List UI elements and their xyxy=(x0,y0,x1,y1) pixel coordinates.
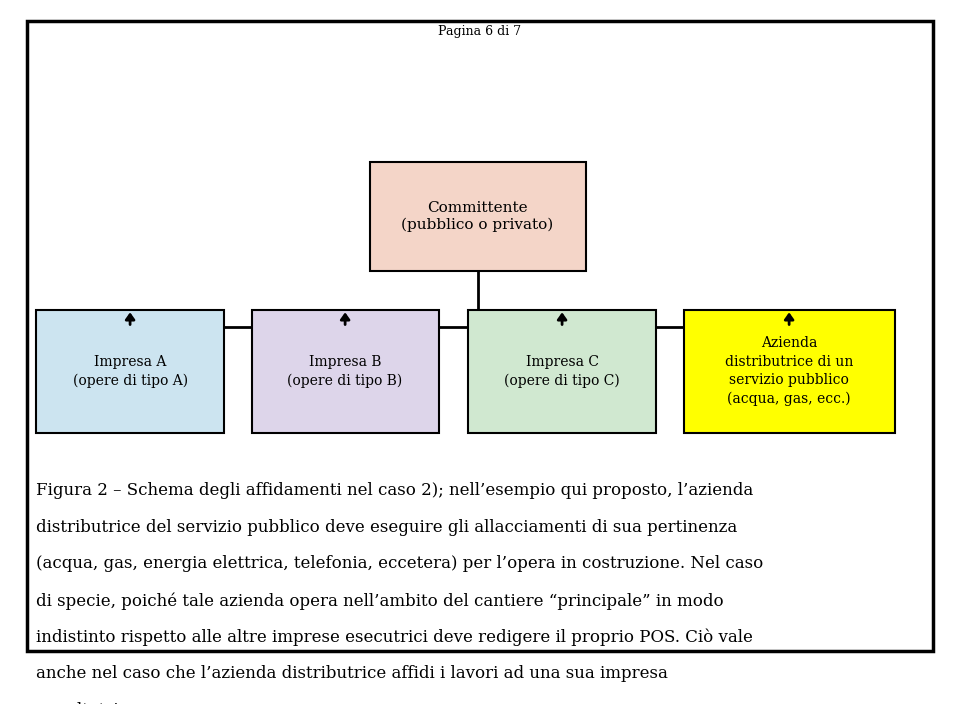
Text: anche nel caso che l’azienda distributrice affidi i lavori ad una sua impresa: anche nel caso che l’azienda distributri… xyxy=(36,665,668,682)
Text: indistinto rispetto alle altre imprese esecutrici deve redigere il proprio POS. : indistinto rispetto alle altre imprese e… xyxy=(36,629,754,646)
Bar xyxy=(252,310,439,433)
Bar xyxy=(468,310,656,433)
Bar xyxy=(36,310,224,433)
Text: appaltatrice.: appaltatrice. xyxy=(36,702,144,704)
Text: Impresa B
(opere di tipo B): Impresa B (opere di tipo B) xyxy=(287,355,403,388)
Text: distributrice del servizio pubblico deve eseguire gli allacciamenti di sua perti: distributrice del servizio pubblico deve… xyxy=(36,519,737,536)
Text: Impresa C
(opere di tipo C): Impresa C (opere di tipo C) xyxy=(504,355,620,388)
Bar xyxy=(27,21,933,651)
Bar xyxy=(684,310,895,433)
Text: Azienda
distributrice di un
servizio pubblico
(acqua, gas, ecc.): Azienda distributrice di un servizio pub… xyxy=(725,337,853,406)
Text: Committente
(pubblico o privato): Committente (pubblico o privato) xyxy=(401,201,554,232)
Bar xyxy=(370,162,586,271)
Text: di specie, poiché tale azienda opera nell’ambito del cantiere “principale” in mo: di specie, poiché tale azienda opera nel… xyxy=(36,592,724,610)
Text: Impresa A
(opere di tipo A): Impresa A (opere di tipo A) xyxy=(73,355,187,388)
Text: Figura 2 – Schema degli affidamenti nel caso 2); nell’esempio qui proposto, l’az: Figura 2 – Schema degli affidamenti nel … xyxy=(36,482,754,499)
Text: Pagina 6 di 7: Pagina 6 di 7 xyxy=(439,25,521,37)
Text: (acqua, gas, energia elettrica, telefonia, eccetera) per l’opera in costruzione.: (acqua, gas, energia elettrica, telefoni… xyxy=(36,555,764,572)
